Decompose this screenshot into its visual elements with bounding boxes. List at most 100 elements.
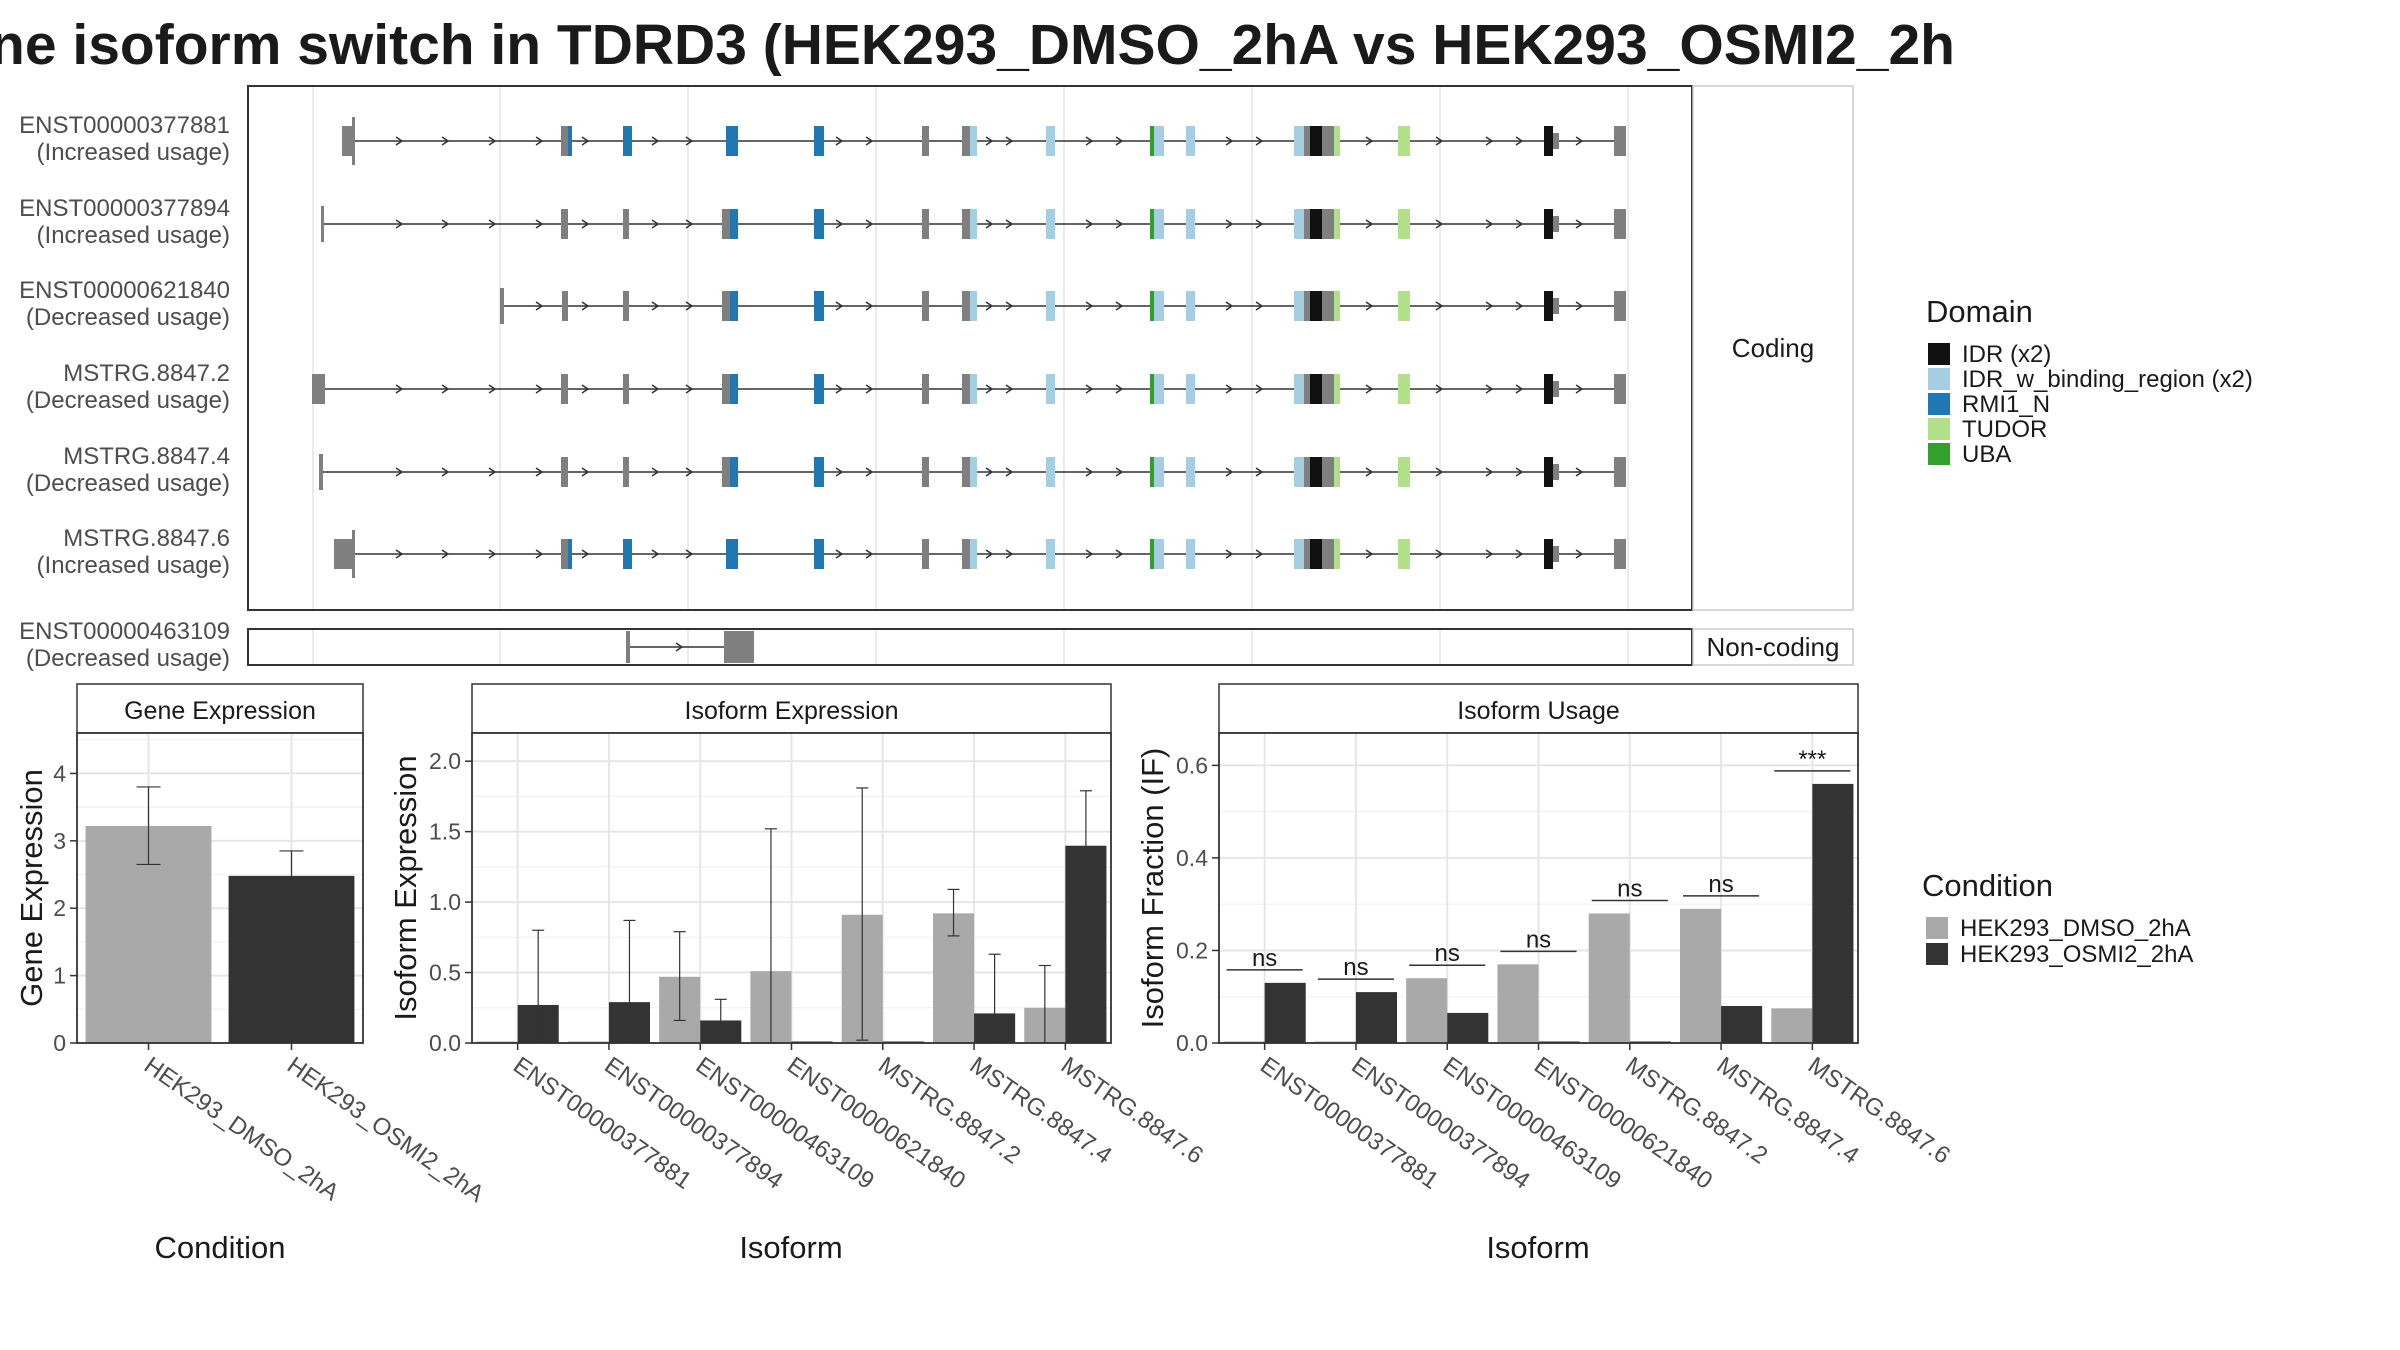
exon-domain-IDR_x2_: [1310, 374, 1322, 404]
exon-domain-IDR_w_binding_region_x2_: [1046, 209, 1055, 239]
domain-legend-swatch: [1928, 343, 1950, 365]
exon-domain-IDR_w_binding_region_x2_: [1186, 291, 1195, 321]
intron-direction-arrow: [1365, 549, 1374, 559]
intron-direction-arrow: [1365, 467, 1374, 477]
bar-HEK293_OSMI2_2hA: [1812, 783, 1854, 1043]
condition-legend-swatch: [1926, 917, 1948, 939]
exon-domain-IDR_w_binding_region_x2_: [1154, 374, 1164, 404]
exon-domain-IDR_x2_: [1544, 209, 1553, 239]
exon-block: [561, 539, 568, 569]
intron-direction-arrow: [1575, 467, 1584, 477]
intron-direction-arrow: [1255, 467, 1264, 477]
significance-label: ns: [1617, 875, 1642, 902]
intron-direction-arrow: [1255, 136, 1264, 146]
intron-direction-arrow: [1085, 467, 1094, 477]
exon-block: [1553, 133, 1559, 149]
exon-domain-IDR_w_binding_region_x2_: [970, 457, 977, 487]
intron-direction-arrow: [985, 219, 994, 229]
exon-domain-IDR_x2_: [1310, 539, 1322, 569]
exon-domain-IDR_w_binding_region_x2_: [1154, 209, 1164, 239]
exon-block: [562, 291, 568, 321]
intron-direction-arrow: [1485, 384, 1494, 394]
exon-block: [1304, 291, 1310, 321]
intron-direction-arrow: [1115, 301, 1124, 311]
exon-block: [626, 631, 630, 663]
y-tick-label: 0.2: [1176, 937, 1208, 963]
intron-direction-arrow: [651, 136, 660, 146]
intron-direction-arrow: [1225, 549, 1234, 559]
bar-HEK293_DMSO_2hA: [1406, 978, 1448, 1043]
intron-direction-arrow: [441, 549, 450, 559]
intron-direction-arrow: [581, 467, 590, 477]
exon-domain-UBA: [1150, 374, 1154, 404]
exon-domain-RMI1_N: [568, 539, 572, 569]
domain-legend-label: RMI1_N: [1962, 391, 2050, 418]
intron-direction-arrow: [1365, 301, 1374, 311]
intron-direction-arrow: [865, 301, 874, 311]
y-tick-label: 0.0: [1176, 1030, 1208, 1056]
exon-block: [623, 374, 629, 404]
exon-block: [1304, 126, 1310, 156]
noncoding-panel: Non-coding ENST00000463109(Decreased usag…: [19, 618, 1854, 672]
intron-direction-arrow: [1575, 384, 1584, 394]
intron-direction-arrow: [535, 219, 544, 229]
intron-direction-arrow: [1005, 384, 1014, 394]
exon-block: [623, 291, 629, 321]
exon-domain-IDR_x2_: [1310, 291, 1322, 321]
intron-direction-arrow: [535, 384, 544, 394]
intron-direction-arrow: [1255, 301, 1264, 311]
intron-direction-arrow: [685, 301, 694, 311]
intron-direction-arrow: [395, 219, 404, 229]
x-axis-title: Isoform: [739, 1230, 842, 1265]
intron-direction-arrow: [1115, 384, 1124, 394]
intron-direction-arrow: [1255, 549, 1264, 559]
domain-legend-swatch: [1928, 368, 1950, 390]
exon-block: [922, 457, 929, 487]
exon-domain-IDR_x2_: [1544, 126, 1553, 156]
exon-block: [561, 374, 568, 404]
intron-direction-arrow: [1515, 384, 1524, 394]
intron-direction-arrow: [865, 467, 874, 477]
exon-block: [1322, 126, 1334, 156]
exon-block: [1553, 298, 1559, 314]
intron-direction-arrow: [581, 384, 590, 394]
exon-domain-RMI1_N: [814, 539, 824, 569]
intron-direction-arrow: [1515, 136, 1524, 146]
intron-direction-arrow: [1515, 467, 1524, 477]
intron-direction-arrow: [865, 219, 874, 229]
exon-block: [561, 209, 568, 239]
transcript-usage-label: (Decreased usage): [26, 387, 230, 414]
intron-direction-arrow: [1115, 549, 1124, 559]
bar-HEK293_DMSO_2hA: [1771, 1008, 1813, 1043]
exon-domain-TUDOR: [1334, 374, 1340, 404]
intron-direction-arrow: [1255, 219, 1264, 229]
intron-direction-arrow: [488, 549, 497, 559]
exon-domain-UBA: [1150, 209, 1154, 239]
chart-panel-1: Gene Expression01234HEK293_DMSO_2hAHEK29…: [14, 683, 489, 1265]
bar-HEK293_OSMI2_2hA: [1264, 982, 1306, 1043]
exon-domain-IDR_w_binding_region_x2_: [970, 209, 977, 239]
exon-block: [922, 291, 929, 321]
transcript-id-label: ENST00000621840: [19, 277, 230, 304]
y-tick-label: 0.0: [429, 1030, 461, 1056]
exon-domain-IDR_w_binding_region_x2_: [970, 539, 977, 569]
bar-HEK293_OSMI2_2hA: [1355, 992, 1398, 1043]
intron-direction-arrow: [1005, 136, 1014, 146]
exon-block: [1553, 464, 1559, 480]
significance-label: ns: [1526, 926, 1551, 953]
exon-domain-IDR_w_binding_region_x2_: [1046, 291, 1055, 321]
intron-direction-arrow: [488, 136, 497, 146]
intron-direction-arrow: [685, 384, 694, 394]
exon-block: [962, 209, 970, 239]
intron-direction-arrow: [1485, 219, 1494, 229]
intron-direction-arrow: [1085, 301, 1094, 311]
significance-label: ns: [1252, 945, 1277, 972]
intron-direction-arrow: [1085, 219, 1094, 229]
intron-direction-arrow: [835, 301, 844, 311]
transcript-id-label: ENST00000463109: [19, 618, 230, 645]
transcript-row-MSTRG.8847.2: MSTRG.8847.2(Decreased usage): [26, 360, 1626, 414]
exon-block: [1322, 291, 1334, 321]
exon-block: [962, 291, 970, 321]
exon-domain-RMI1_N: [568, 126, 572, 156]
exon-block: [1614, 291, 1626, 321]
